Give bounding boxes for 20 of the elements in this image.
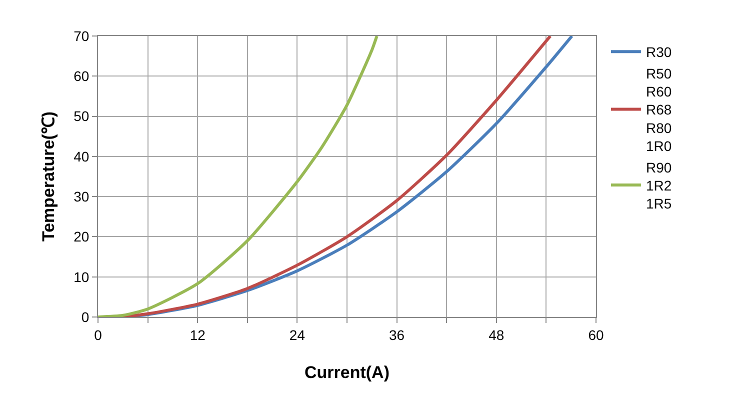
x-tick-label: 0 [94, 326, 102, 343]
y-axis-title: Temperature(℃) [39, 111, 58, 242]
legend-label: R30 [646, 44, 672, 60]
y-tick-label: 0 [81, 308, 90, 325]
x-tick-label: 12 [190, 326, 206, 343]
legend-label: R90 1R2 1R5 [646, 159, 672, 212]
x-tick-label: 60 [588, 326, 604, 343]
y-tick-label: 70 [74, 28, 90, 44]
line-series [98, 36, 378, 317]
y-tick-label: 20 [74, 228, 90, 245]
x-tick-label: 48 [488, 326, 504, 343]
legend-label: R50 R60 R68 R80 1R0 [646, 65, 672, 154]
y-tick-label: 60 [74, 68, 90, 84]
y-tick-label: 40 [74, 148, 90, 164]
y-tick-label: 50 [74, 108, 90, 124]
x-tick-label: 24 [289, 326, 306, 343]
y-tick-label: 10 [74, 268, 90, 285]
x-tick-label: 36 [389, 326, 405, 343]
y-tick-label: 30 [74, 188, 90, 204]
x-axis-title: Current(A) [304, 363, 390, 382]
